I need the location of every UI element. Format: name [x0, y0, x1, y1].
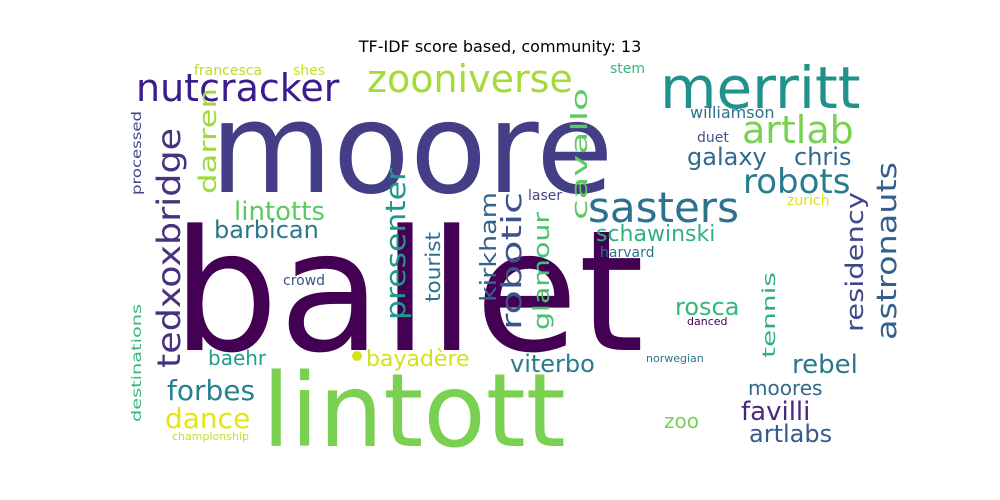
word-rebel: rebel [792, 350, 858, 380]
word-sasters: sasters [588, 183, 739, 232]
word-viterbo: viterbo [510, 350, 595, 378]
word-robots: robots [743, 162, 850, 202]
word-artlabs: artlabs [749, 420, 832, 448]
word-destinations: destinations [130, 304, 145, 422]
word-processed: processed [130, 111, 145, 195]
word-crowd: crowd [283, 273, 325, 289]
word-tennis: tennis [759, 272, 780, 358]
word-tedxoxbridge: tedxoxbridge [150, 128, 188, 368]
word-williamson: williamson [690, 103, 775, 122]
word-zurich: zurich [787, 193, 829, 209]
word-harvard: harvard [600, 245, 654, 261]
word-laser: laser [528, 188, 562, 204]
word-francesca: francesca [194, 63, 262, 79]
word-bayadère: bayadère [366, 347, 470, 372]
word-residency: residency [841, 192, 869, 332]
word-moores: moores [748, 376, 822, 400]
word-artlab: artlab [742, 108, 854, 152]
word-forbes: forbes [167, 374, 255, 407]
word-chris: chris [794, 143, 851, 171]
word-presenter: presenter [379, 167, 412, 320]
word-zooniverse: zooniverse [367, 57, 573, 101]
word-lintott: lintott [262, 352, 566, 471]
word-duet: duet [697, 130, 729, 146]
word-astronauts: astronauts [870, 162, 903, 340]
word-cavallo: cavallo [568, 88, 593, 220]
word-barbican: barbican [214, 216, 319, 244]
word-baehr: baehr [208, 346, 267, 370]
word-darren: darren [194, 88, 222, 194]
word-galaxy: galaxy [687, 143, 767, 171]
word-merritt: merritt [660, 54, 860, 122]
word-norwegian: norwegian [646, 352, 704, 365]
word-glamour: glamour [530, 211, 555, 330]
word-stem: stem [610, 61, 645, 77]
word-dance: dance [165, 402, 250, 435]
word-robotic: robotic [495, 192, 528, 330]
dot-mark [352, 351, 362, 361]
word-nutcracker: nutcracker [136, 66, 340, 110]
word-danced: danced [687, 315, 728, 328]
word-ballet: ballet [172, 194, 644, 390]
word-favilli: favilli [741, 397, 810, 427]
word-championship: championship [172, 430, 249, 443]
word-tourist: tourist [421, 232, 445, 302]
word-zoo: zoo [664, 409, 699, 433]
word-shes: shes [293, 63, 325, 79]
word-lintotts: lintotts [234, 197, 325, 227]
word-moore: moore [210, 75, 613, 222]
word-schawinski: schawinski [596, 222, 715, 247]
chart-title: TF-IDF score based, community: 13 [358, 37, 642, 56]
word-rosca: rosca [675, 293, 739, 321]
word-kirkham: kirkham [477, 192, 502, 302]
